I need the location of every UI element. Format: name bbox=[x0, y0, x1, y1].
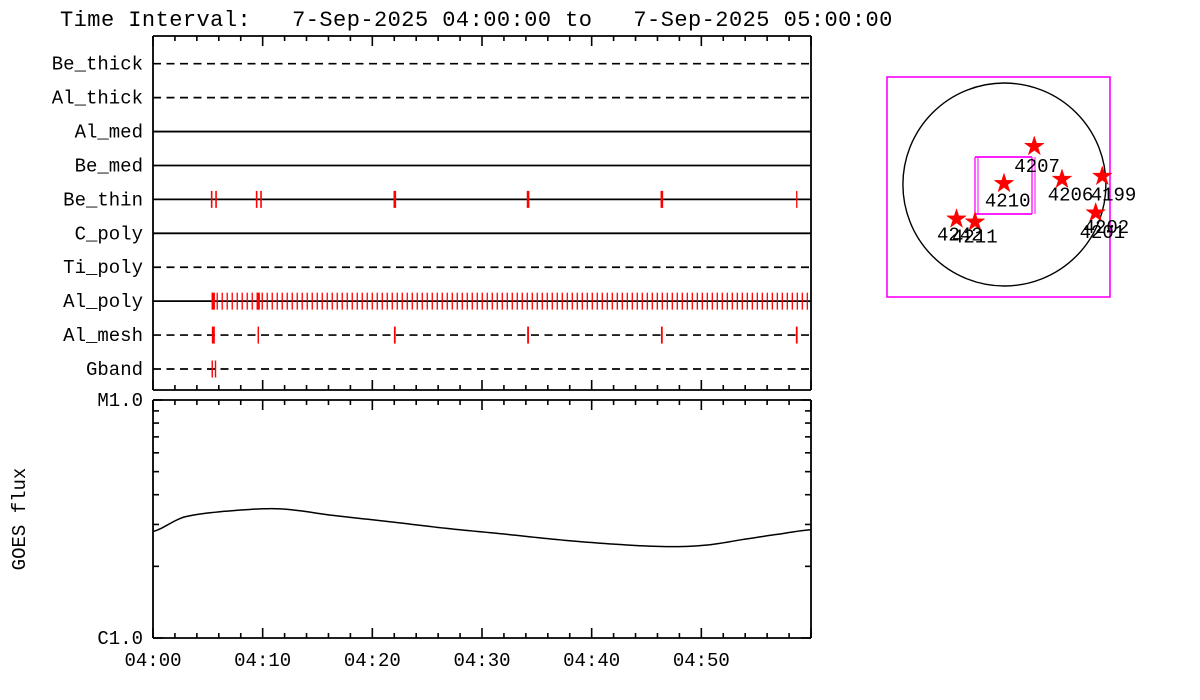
svg-text:Al_poly: Al_poly bbox=[63, 291, 143, 313]
svg-text:4206: 4206 bbox=[1048, 185, 1094, 207]
svg-text:Be_med: Be_med bbox=[75, 155, 143, 177]
svg-text:4211: 4211 bbox=[952, 227, 998, 249]
svg-text:4207: 4207 bbox=[1014, 156, 1060, 178]
svg-text:04:10: 04:10 bbox=[234, 650, 291, 672]
svg-text:Al_mesh: Al_mesh bbox=[63, 325, 143, 347]
svg-text:04:20: 04:20 bbox=[344, 650, 401, 672]
svg-text:04:00: 04:00 bbox=[124, 650, 181, 672]
svg-text:Be_thin: Be_thin bbox=[63, 189, 143, 211]
svg-text:C_poly: C_poly bbox=[75, 223, 143, 245]
svg-text:C1.0: C1.0 bbox=[97, 628, 143, 650]
svg-text:Be_thick: Be_thick bbox=[52, 54, 143, 76]
svg-text:04:40: 04:40 bbox=[563, 650, 620, 672]
svg-text:Al_thick: Al_thick bbox=[52, 88, 143, 110]
svg-text:Time Interval: 7-Sep-2025 04: Time Interval: 7-Sep-2025 04:00:00 to 7-… bbox=[60, 8, 893, 33]
svg-text:4201: 4201 bbox=[1080, 222, 1126, 244]
svg-text:04:50: 04:50 bbox=[673, 650, 730, 672]
svg-text:4210: 4210 bbox=[985, 190, 1031, 212]
svg-text:Gband: Gband bbox=[86, 359, 143, 381]
svg-text:Ti_poly: Ti_poly bbox=[63, 257, 143, 279]
svg-text:Al_med: Al_med bbox=[75, 122, 143, 144]
svg-text:04:30: 04:30 bbox=[453, 650, 510, 672]
svg-text:GOES flux: GOES flux bbox=[9, 468, 31, 571]
svg-text:M1.0: M1.0 bbox=[97, 390, 143, 412]
svg-text:4199: 4199 bbox=[1091, 185, 1137, 207]
